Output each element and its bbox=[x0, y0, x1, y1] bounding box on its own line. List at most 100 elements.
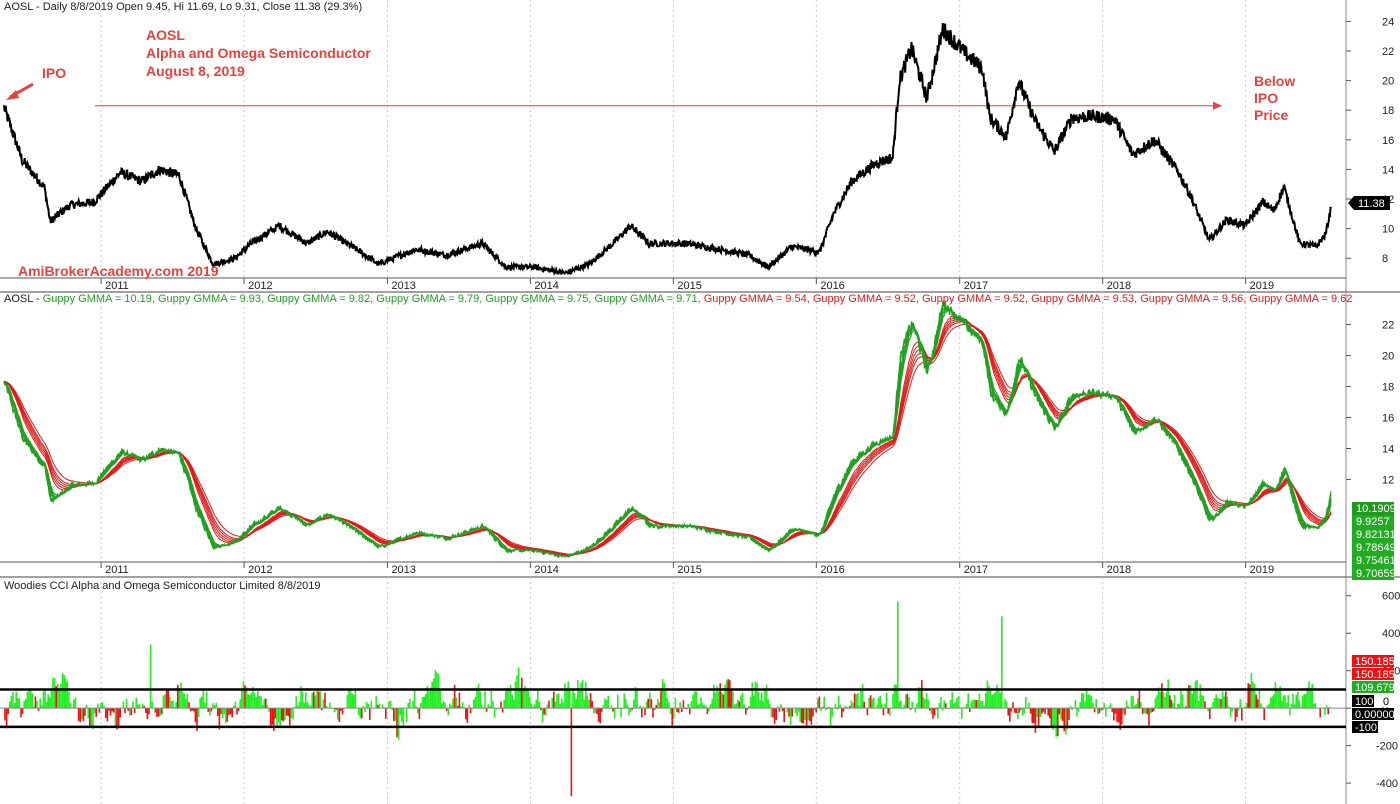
price-y-tick-label: 18 bbox=[1382, 105, 1394, 117]
cci-y-tick-label: -200 bbox=[1376, 741, 1398, 753]
cci-tag-value: 0.00000 bbox=[1355, 709, 1395, 721]
price-y-tick-label: 20 bbox=[1382, 76, 1394, 88]
gmma-header-item: Guppy GMMA = 10.19, bbox=[43, 293, 158, 305]
price-y-tick-label: 24 bbox=[1382, 16, 1394, 28]
annotation-below-3: Price bbox=[1254, 107, 1288, 123]
price-x-tick-label: 2012 bbox=[248, 280, 272, 292]
price-x-tick-label: 2017 bbox=[964, 280, 988, 292]
annotation-ipo: IPO bbox=[42, 65, 66, 81]
gmma-ribbons bbox=[3, 300, 1332, 559]
gmma-tag-value: 9.75461 bbox=[1356, 555, 1396, 567]
gmma-x-tick-label: 2015 bbox=[677, 564, 701, 576]
gmma-tag-bg bbox=[1352, 515, 1394, 528]
gmma-x-tick-label: 2017 bbox=[964, 564, 988, 576]
price-x-tick-label: 2011 bbox=[105, 280, 129, 292]
gmma-header-items: Guppy GMMA = 10.19, Guppy GMMA = 9.93, G… bbox=[43, 293, 1353, 305]
gmma-header-item: Guppy GMMA = 9.54, bbox=[704, 293, 813, 305]
cci-tag-value: 150.185 bbox=[1355, 669, 1395, 681]
annotation-below-2: IPO bbox=[1254, 90, 1278, 106]
price-header: AOSL - Daily 8/8/2019 Open 9.45, Hi 11.6… bbox=[4, 1, 362, 13]
gmma-tag-value: 10.1909 bbox=[1356, 503, 1396, 515]
price-y-tick-label: 8 bbox=[1382, 253, 1388, 265]
gmma-header-item: Guppy GMMA = 9.52, bbox=[922, 293, 1031, 305]
tick-labels: 2011201120122012201320132014201420152015… bbox=[105, 16, 1400, 790]
price-x-tick-label: 2014 bbox=[534, 280, 558, 292]
gmma-x-tick-label: 2016 bbox=[820, 564, 844, 576]
gmma-y-tick-label: 14 bbox=[1382, 443, 1394, 455]
gmma-value-tags: 10.19099.92579.821319.786499.754619.7065… bbox=[1352, 502, 1396, 580]
ipo-line-arrow bbox=[1213, 101, 1222, 110]
gmma-y-tick-label: 18 bbox=[1382, 382, 1394, 394]
cci-tag-bg bbox=[1380, 695, 1394, 707]
price-last-value: 11.38 bbox=[1358, 198, 1385, 210]
price-y-tick-label: 16 bbox=[1382, 135, 1394, 147]
gmma-x-tick-label: 2019 bbox=[1250, 564, 1274, 576]
gmma-x-tick-label: 2018 bbox=[1107, 564, 1131, 576]
cci-header: Woodies CCI Alpha and Omega Semiconducto… bbox=[4, 580, 321, 592]
ipo-arrow-head bbox=[6, 90, 19, 100]
gmma-header-item: Guppy GMMA = 9.52, bbox=[813, 293, 922, 305]
price-y-tick-label: 10 bbox=[1382, 224, 1394, 236]
gmma-tag-bg bbox=[1352, 554, 1394, 567]
cci-tag-value: 0 bbox=[1383, 696, 1389, 708]
cci-tag-value: 150.185 bbox=[1355, 656, 1395, 668]
gmma-tag-value: 9.9257 bbox=[1356, 516, 1390, 528]
gmma-y-tick-label: 12 bbox=[1382, 474, 1394, 486]
gmma-header-item: Guppy GMMA = 9.56, bbox=[1140, 293, 1249, 305]
cci-tag-bg bbox=[1352, 695, 1374, 707]
cci-tag-value: 100 bbox=[1355, 696, 1373, 708]
gmma-x-tick-label: 2013 bbox=[391, 564, 415, 576]
annotation-below-1: Below bbox=[1254, 73, 1295, 89]
annotation-date: August 8, 2019 bbox=[146, 63, 245, 79]
gmma-y-tick-label: 20 bbox=[1382, 351, 1394, 363]
cci-tag-bg bbox=[1352, 681, 1394, 693]
gmma-x-tick-label: 2014 bbox=[534, 564, 558, 576]
gmma-tag-bg bbox=[1352, 502, 1394, 515]
cci-histogram bbox=[4, 601, 1331, 797]
price-x-tick-label: 2013 bbox=[391, 280, 415, 292]
cci-y-tick-label: -400 bbox=[1376, 778, 1398, 790]
annotation-ticker: AOSL bbox=[146, 27, 185, 43]
price-y-tick-label: 22 bbox=[1382, 46, 1394, 58]
grid-lines bbox=[100, 0, 1351, 804]
gmma-short-line bbox=[3, 307, 1332, 557]
gmma-tag-value: 9.82131 bbox=[1356, 529, 1396, 541]
cci-reference-lines bbox=[0, 688, 1346, 729]
cci-tag-bg bbox=[1352, 721, 1378, 733]
cci-tag-value: -100 bbox=[1355, 722, 1377, 734]
gmma-header-item: Guppy GMMA = 9.75, bbox=[485, 293, 594, 305]
gmma-header-item: Guppy GMMA = 9.53, bbox=[1031, 293, 1140, 305]
cci-tag-bg bbox=[1352, 708, 1394, 720]
price-x-tick-label: 2015 bbox=[677, 280, 701, 292]
ipo-price-line bbox=[95, 101, 1222, 110]
gmma-x-tick-label: 2012 bbox=[248, 564, 272, 576]
price-series-line bbox=[3, 22, 1332, 276]
gmma-tag-bg bbox=[1352, 567, 1394, 580]
price-x-tick-label: 2018 bbox=[1107, 280, 1131, 292]
cci-tag-bg bbox=[1352, 668, 1394, 680]
annotation-company: Alpha and Omega Semiconductor bbox=[146, 45, 371, 61]
gmma-tag-bg bbox=[1352, 528, 1394, 541]
cci-y-tick-label: 600 bbox=[1382, 591, 1400, 603]
gmma-header-item: Guppy GMMA = 9.93, bbox=[158, 293, 267, 305]
gmma-header-item: Guppy GMMA = 9.71, bbox=[595, 293, 704, 305]
watermark: AmiBrokerAcademy.com 2019 bbox=[18, 263, 219, 279]
price-last-tag: 11.38 bbox=[1348, 196, 1390, 210]
gmma-header-item: Guppy GMMA = 9.82, bbox=[267, 293, 376, 305]
price-x-tick-label: 2016 bbox=[820, 280, 844, 292]
gmma-header: AOSL - Guppy GMMA = 10.19, Guppy GMMA = … bbox=[4, 293, 1352, 305]
gmma-header-item: Guppy GMMA = 9.79, bbox=[376, 293, 485, 305]
gmma-x-tick-label: 2011 bbox=[105, 564, 129, 576]
gmma-short-line bbox=[3, 309, 1332, 557]
gmma-y-tick-label: 16 bbox=[1382, 413, 1394, 425]
price-x-tick-label: 2019 bbox=[1250, 280, 1274, 292]
gmma-tag-value: 9.70659 bbox=[1356, 568, 1396, 580]
gmma-header-item: Guppy GMMA = 9.62 bbox=[1249, 293, 1352, 305]
cci-tag-bg bbox=[1352, 655, 1394, 667]
gmma-header-prefix: AOSL - bbox=[4, 293, 43, 305]
gmma-y-tick-label: 22 bbox=[1382, 320, 1394, 332]
gmma-tag-value: 9.78649 bbox=[1356, 542, 1396, 554]
gmma-tag-bg bbox=[1352, 541, 1394, 554]
